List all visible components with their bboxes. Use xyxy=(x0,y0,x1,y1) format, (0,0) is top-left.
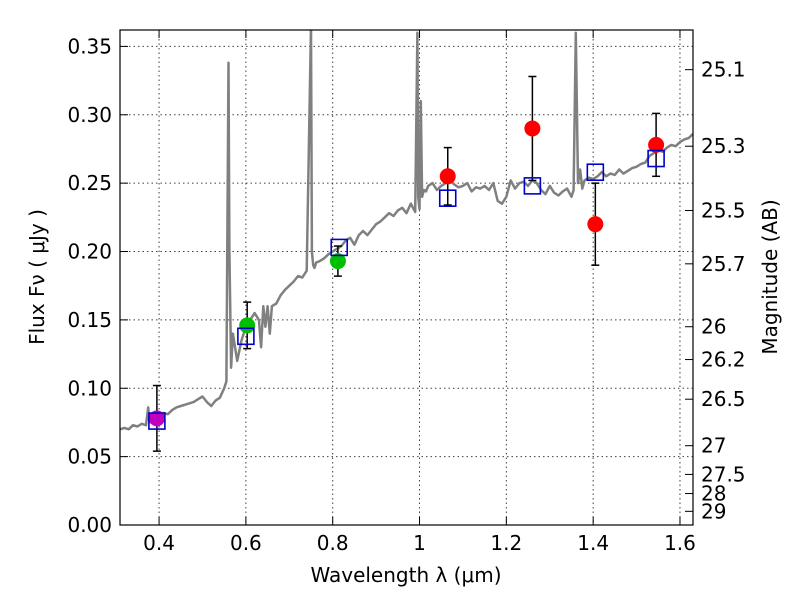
y-tick-label: 0.30 xyxy=(67,103,112,127)
observed-point xyxy=(648,136,665,153)
observed-point xyxy=(239,317,256,334)
model-square xyxy=(438,189,457,207)
magnitude-tick-label: 26 xyxy=(701,315,726,339)
model-square xyxy=(647,149,665,168)
x-axis: 0.4 0.6 0.8 1 1.2 1.4 1.6 xyxy=(143,30,696,555)
y-tick-label: 0.20 xyxy=(67,240,112,264)
x-tick-label: 1 xyxy=(413,531,426,555)
model-squares-layer xyxy=(148,149,665,430)
magnitude-tick-label: 25.1 xyxy=(701,58,746,82)
x-tick-label: 0.4 xyxy=(143,531,175,555)
x-tick-label: 1.2 xyxy=(490,531,522,555)
observed-point xyxy=(587,216,604,233)
observed-point xyxy=(439,168,456,185)
y-tick-label: 0.35 xyxy=(67,34,112,58)
model-square xyxy=(523,177,542,195)
magnitude-tick-label: 27 xyxy=(701,434,726,458)
y-tick-label: 0.15 xyxy=(67,308,112,332)
magnitude-tick-label: 26.2 xyxy=(701,348,746,372)
model-square xyxy=(148,412,166,430)
y-tick-label: 0.10 xyxy=(67,376,112,400)
magnitude-axis-title: Magnitude (AB) xyxy=(758,199,782,354)
observed-point xyxy=(524,120,541,137)
points-layer xyxy=(148,120,665,427)
x-axis-title: Wavelength λ (μm) xyxy=(310,563,501,587)
magnitude-tick-label: 25.7 xyxy=(701,252,746,276)
x-tick-label: 0.8 xyxy=(317,531,349,555)
magnitude-tick-label: 29 xyxy=(701,499,726,523)
magnitude-tick-label: 27.5 xyxy=(701,462,746,486)
spectrum-line xyxy=(120,30,693,431)
magnitude-tick-label: 28 xyxy=(701,482,726,506)
observed-point xyxy=(329,253,346,270)
model-square xyxy=(330,238,349,257)
model-square xyxy=(586,163,605,182)
x-tick-label: 1.6 xyxy=(664,531,696,555)
grid xyxy=(120,30,693,526)
x-tick-label: 0.6 xyxy=(230,531,262,555)
plot-frame xyxy=(119,29,694,526)
magnitude-tick-label: 25.5 xyxy=(701,198,746,222)
x-tick-label: 1.4 xyxy=(577,531,609,555)
y-tick-label: 0.05 xyxy=(67,445,112,469)
spectrum-layer xyxy=(120,30,693,431)
y-axis: 0.00 0.05 0.10 0.15 0.20 0.25 0.30 0.35 xyxy=(67,34,128,537)
magnitude-tick-label: 26.5 xyxy=(701,387,746,411)
y-tick-label: 0.00 xyxy=(67,513,112,537)
magnitude-tick-label: 25.3 xyxy=(701,134,746,158)
y-tick-label: 0.25 xyxy=(67,171,112,195)
observed-point xyxy=(148,410,165,427)
y-axis-title: Flux Fν ( μJy ) xyxy=(25,209,49,345)
model-square xyxy=(237,327,255,346)
